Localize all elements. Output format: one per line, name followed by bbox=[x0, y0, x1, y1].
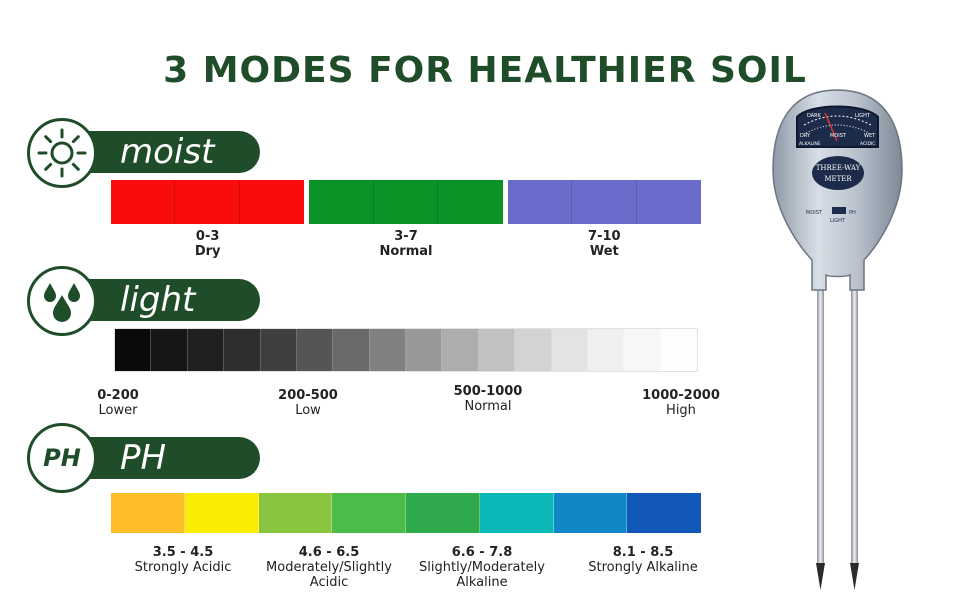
gauge-moist-label: MOIST bbox=[830, 133, 847, 139]
light-range-description: High bbox=[666, 403, 696, 418]
gauge-wet-label: WET bbox=[864, 133, 876, 139]
light-segment bbox=[587, 329, 625, 371]
ph-range-description: Strongly Acidic bbox=[134, 560, 232, 575]
moist-range-description: Wet bbox=[589, 244, 619, 259]
light-range-value: 200-500 bbox=[278, 388, 338, 403]
ph-segment bbox=[332, 493, 406, 533]
moist-segment bbox=[373, 180, 439, 224]
light-label: light bbox=[120, 280, 196, 320]
moist-segment-group bbox=[507, 180, 701, 224]
light-badge bbox=[27, 266, 97, 336]
moist-label: moist bbox=[120, 132, 215, 172]
moist-range-value: 3-7 bbox=[394, 229, 418, 244]
ph-range-value: 6.6 - 7.8 bbox=[451, 545, 513, 560]
light-segment bbox=[260, 329, 297, 371]
switch-ph-label: PH bbox=[849, 210, 856, 216]
ph-range-description: Slightly/Moderately Alkaline bbox=[419, 560, 545, 590]
ph-segment bbox=[258, 493, 333, 533]
ph-section: PH PH 3.5 - 4.5 Strongly Acidic 4.6 - 6.5 M… bbox=[0, 418, 970, 590]
light-segment bbox=[187, 329, 225, 371]
light-segment bbox=[296, 329, 334, 371]
moist-range-value: 0-3 bbox=[195, 229, 220, 244]
ph-label-2: 6.6 - 7.8 Slightly/Moderately Alkaline bbox=[407, 545, 557, 590]
ph-segment bbox=[184, 493, 259, 533]
light-range-value: 500-1000 bbox=[453, 384, 523, 399]
ph-segment bbox=[627, 493, 701, 533]
light-segment bbox=[515, 329, 552, 371]
moist-segment bbox=[636, 180, 701, 224]
moist-segment bbox=[111, 180, 176, 224]
brand-line-2: METER bbox=[824, 175, 852, 183]
moist-segment bbox=[572, 180, 637, 224]
light-gradient-bar bbox=[114, 328, 698, 372]
ph-segment bbox=[111, 493, 185, 533]
light-segment bbox=[369, 329, 406, 371]
moist-segment bbox=[438, 180, 503, 224]
moist-segment bbox=[507, 180, 573, 224]
gauge-dark-label: DARK bbox=[807, 113, 822, 119]
light-segment bbox=[478, 329, 516, 371]
light-label-3: 1000-2000 High bbox=[626, 388, 736, 418]
ph-segment bbox=[479, 493, 554, 533]
gauge-light-label: LIGHT bbox=[855, 113, 871, 119]
moist-segment-group bbox=[309, 180, 503, 224]
brand-line-1: THREE-WAY bbox=[816, 164, 861, 172]
ph-label: PH bbox=[120, 438, 167, 478]
moist-section: moist 0-3 Dry 3-7 Normal 7-10 Wet bbox=[0, 115, 970, 265]
switch-moist-label: MOIST bbox=[806, 210, 823, 216]
moist-segment-group bbox=[111, 180, 305, 224]
moist-range-value: 7-10 bbox=[588, 229, 621, 244]
ph-color-bar bbox=[111, 493, 701, 533]
ph-range-description: Strongly Alkaline bbox=[588, 560, 698, 575]
light-range-value: 1000-2000 bbox=[642, 388, 720, 403]
light-label-1: 200-500 Low bbox=[253, 388, 363, 418]
light-segment bbox=[224, 329, 261, 371]
light-segment bbox=[406, 329, 443, 371]
gauge-dry-label: DRY bbox=[800, 133, 811, 139]
light-range-value: 0-200 bbox=[97, 388, 139, 403]
moist-color-bar bbox=[111, 180, 701, 224]
water-drops-icon bbox=[44, 283, 80, 322]
light-segment bbox=[442, 329, 479, 371]
moist-label-1: 3-7 Normal bbox=[336, 229, 476, 259]
light-segment bbox=[551, 329, 588, 371]
sun-icon bbox=[37, 128, 87, 178]
light-range-description: Normal bbox=[464, 399, 512, 414]
moist-segment bbox=[175, 180, 240, 224]
switch-light-label: LIGHT bbox=[830, 218, 846, 224]
light-segment bbox=[333, 329, 370, 371]
light-segment bbox=[660, 329, 697, 371]
moist-range-description: Dry bbox=[194, 244, 221, 259]
moist-label-2: 7-10 Wet bbox=[534, 229, 674, 259]
light-range-description: Lower bbox=[98, 403, 138, 418]
ph-label-1: 4.6 - 6.5 Moderately/Slightly Acidic bbox=[254, 545, 404, 590]
light-segment bbox=[151, 329, 188, 371]
moist-badge bbox=[27, 118, 97, 188]
ph-label-3: 8.1 - 8.5 Strongly Alkaline bbox=[568, 545, 718, 575]
page-title: 3 MODES FOR HEALTHIER SOIL bbox=[163, 50, 807, 91]
light-label-0: 0-200 Lower bbox=[63, 388, 173, 418]
ph-range-value: 8.1 - 8.5 bbox=[612, 545, 674, 560]
soil-meter-image: DARK LIGHT MOIST DRY WET ALKALINE ACIDIC… bbox=[772, 89, 903, 590]
ph-badge: PH bbox=[27, 423, 97, 493]
gauge-alkaline-label: ALKALINE bbox=[799, 141, 821, 147]
ph-segment bbox=[406, 493, 480, 533]
moist-segment bbox=[239, 180, 305, 224]
ph-badge-text: PH bbox=[43, 444, 81, 472]
light-range-description: Low bbox=[295, 403, 321, 418]
moist-segment bbox=[309, 180, 374, 224]
moist-label-0: 0-3 Dry bbox=[138, 229, 278, 259]
ph-range-value: 4.6 - 6.5 bbox=[298, 545, 360, 560]
ph-label-0: 3.5 - 4.5 Strongly Acidic bbox=[108, 545, 258, 575]
ph-segment bbox=[553, 493, 628, 533]
light-segment bbox=[115, 329, 152, 371]
ph-range-value: 3.5 - 4.5 bbox=[152, 545, 214, 560]
light-segment bbox=[624, 329, 661, 371]
gauge-acidic-label: ACIDIC bbox=[860, 141, 875, 147]
light-section: light 0-200 Lower 200-500 Low 500-1000 Normal… bbox=[0, 263, 970, 418]
ph-range-description: Moderately/Slightly Acidic bbox=[266, 560, 392, 590]
light-label-2: 500-1000 Normal bbox=[433, 384, 543, 414]
moist-range-description: Normal bbox=[379, 244, 433, 259]
